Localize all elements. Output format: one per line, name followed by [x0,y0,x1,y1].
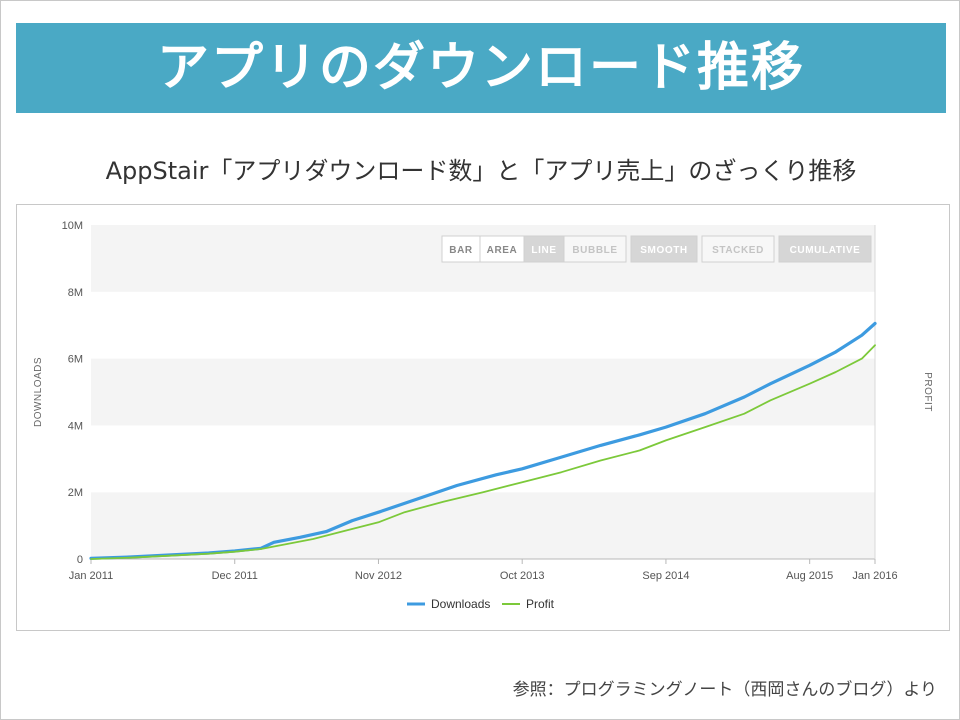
toolbar-button-label: BAR [449,245,473,256]
legend-item-downloads[interactable]: Downloads [407,597,490,611]
legend-label: Downloads [431,597,490,611]
legend-label: Profit [526,597,555,611]
toolbar-button-smooth[interactable]: SMOOTH [630,235,698,263]
x-tick-label: Sep 2014 [642,570,689,582]
legend: Downloads Profit [407,597,555,611]
slide-title: アプリのダウンロード推移 [156,38,805,98]
y-tick-label: 10M [62,220,83,232]
x-tick-label: Dec 2011 [212,570,258,582]
toolbar-button-stacked[interactable]: STACKED [701,235,775,263]
x-tick-label: Aug 2015 [786,570,833,582]
y2-axis-title: PROFIT [922,372,933,412]
toolbar-button-line[interactable]: LINE [523,235,565,263]
x-axis: Jan 2011 Dec 2011 Nov 2012 Oct 2013 Sep 2014… [69,225,898,582]
toolbar-button-cumulative[interactable]: CUMULATIVE [778,235,872,263]
toolbar-button-bg [523,235,565,263]
series-line-profit [90,344,876,560]
series-lines [89,321,877,560]
x-tick-label: Nov 2012 [355,570,402,582]
legend-item-profit[interactable]: Profit [502,597,555,611]
toolbar-button-label: LINE [531,245,556,256]
downloads-chart: 0 2M 4M 6M 8M 10M Jan 2011 Dec 2011 Nov 2012 Oct… [33,220,933,611]
chart-toolbar: BAR AREA LINE BUBBLE SMOOTH STACKED CUMULATIVE [441,235,872,263]
toolbar-button-bg [701,235,775,263]
toolbar-button-label: BUBBLE [572,245,617,256]
toolbar-button-label: AREA [487,245,518,256]
toolbar-button-area[interactable]: AREA [479,235,525,263]
y-tick-label: 8M [68,287,83,299]
y-tick-label: 4M [68,420,83,432]
slide-subtitle: AppStair「アプリダウンロード数」と「アプリ売上」のざっくり推移 [105,157,857,185]
chart-frame: 0 2M 4M 6M 8M 10M Jan 2011 Dec 2011 Nov 2012 Oct… [16,204,950,631]
toolbar-button-bg [630,235,698,263]
y-axis-title: DOWNLOADS [33,357,44,427]
grid-band [91,492,875,559]
y-axis-ticks: 0 2M 4M 6M 8M 10M [62,220,83,566]
toolbar-button-bg [563,235,627,263]
y-tick-label: 2M [68,487,83,499]
y-tick-label: 6M [68,354,83,366]
toolbar-button-label: SMOOTH [640,245,688,256]
toolbar-button-bg [778,235,872,263]
toolbar-button-label: STACKED [712,245,764,256]
x-tick-label: Oct 2013 [500,570,545,582]
source-credit: 参照：プログラミングノート（西岡さんのブログ）より [512,680,937,700]
grid-band [91,425,875,493]
title-banner: アプリのダウンロード推移 [16,23,946,113]
grid-band [91,291,875,359]
x-tick-label: Jan 2016 [852,570,897,582]
toolbar-button-label: CUMULATIVE [790,245,861,256]
y-tick-label: 0 [77,554,83,566]
toolbar-button-bg [479,235,525,263]
toolbar-button-bubble[interactable]: BUBBLE [563,235,627,263]
x-tick-label: Jan 2011 [69,570,113,582]
toolbar-button-bar[interactable]: BAR [441,235,481,263]
toolbar-button-bg [441,235,481,263]
